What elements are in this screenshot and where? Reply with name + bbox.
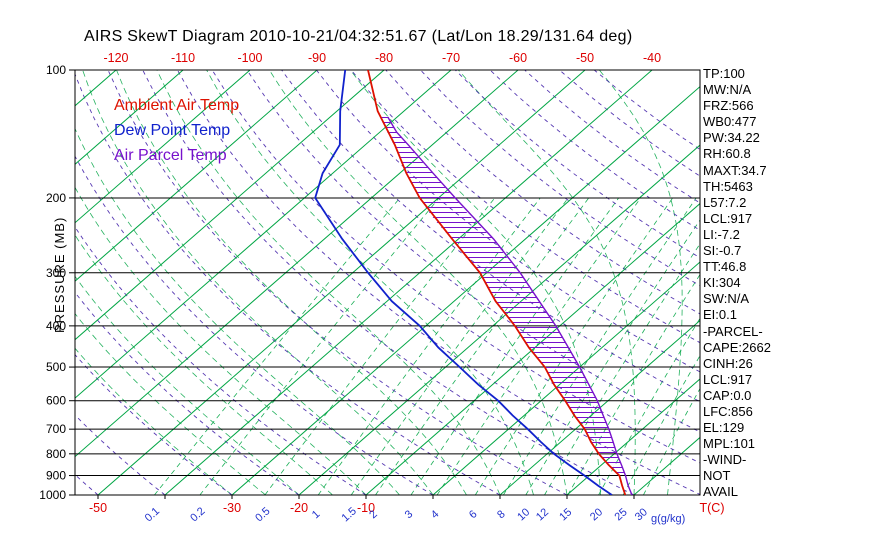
svg-text:8: 8 xyxy=(495,508,508,521)
bottom-axis-labels: -50 -30 -20 -100.1 0.2 0.5 1 1.5 2 3 4 6 8 10 12 15 20 25… xyxy=(89,501,725,525)
index-value: SI:-0.7 xyxy=(703,243,742,259)
svg-text:-120: -120 xyxy=(103,51,128,65)
index-value: TH:5463 xyxy=(703,178,753,194)
svg-text:-90: -90 xyxy=(308,51,326,65)
parcel-curve xyxy=(387,116,633,495)
svg-text:30: 30 xyxy=(633,506,650,523)
svg-text:100: 100 xyxy=(46,63,66,77)
pressure-grid xyxy=(69,69,701,499)
svg-text:500: 500 xyxy=(46,360,66,374)
svg-text:200: 200 xyxy=(46,191,66,205)
svg-text:-70: -70 xyxy=(442,51,460,65)
chart-title: AIRS SkewT Diagram 2010-10-21/04:32:51.6… xyxy=(84,28,633,45)
index-value: EL:129 xyxy=(703,420,745,436)
svg-text:10: 10 xyxy=(515,506,532,523)
index-value: LI:-7.2 xyxy=(703,226,740,242)
index-value: -PARCEL- xyxy=(703,323,763,339)
svg-text:800: 800 xyxy=(46,447,66,461)
index-value: CAP:0.0 xyxy=(703,387,752,403)
svg-text:-10: -10 xyxy=(357,501,375,515)
svg-text:1000: 1000 xyxy=(39,488,66,502)
svg-text:0.2: 0.2 xyxy=(188,505,207,524)
profile-curves xyxy=(314,70,633,495)
index-value: NOT xyxy=(703,468,731,484)
index-value: EI:0.1 xyxy=(703,307,737,323)
svg-text:600: 600 xyxy=(46,394,66,408)
index-value: SW:N/A xyxy=(703,291,749,307)
index-value: L57:7.2 xyxy=(703,194,747,210)
legend-dew-point-temp: Dew Point Temp xyxy=(114,122,231,139)
index-value: CAPE:2662 xyxy=(703,339,771,355)
pressure-axis-title: PRESSURE (MB) xyxy=(52,216,67,333)
svg-text:3: 3 xyxy=(403,508,416,521)
legend-ambient-air-temp: Ambient Air Temp xyxy=(114,97,240,114)
dewpoint-curve xyxy=(314,70,613,495)
moist-adiabat-lines xyxy=(75,70,683,495)
index-value: LCL:917 xyxy=(703,371,753,387)
index-value: WB0:477 xyxy=(703,114,757,130)
svg-text:-80: -80 xyxy=(375,51,393,65)
svg-text:1: 1 xyxy=(310,508,323,521)
svg-text:-50: -50 xyxy=(576,51,594,65)
svg-text:T(C): T(C) xyxy=(700,501,725,515)
index-value: MAXT:34.7 xyxy=(703,162,767,178)
svg-text:-50: -50 xyxy=(89,501,107,515)
top-axis-labels: -120 -110 -100 -90 -80 -70 -60 -50 -40 xyxy=(103,51,661,65)
index-value: FRZ:566 xyxy=(703,98,754,114)
svg-text:0.5: 0.5 xyxy=(253,505,272,524)
svg-text:12: 12 xyxy=(534,506,551,523)
index-value: AVAIL xyxy=(703,484,738,500)
index-value: TT:46.8 xyxy=(703,259,747,275)
svg-text:6: 6 xyxy=(467,508,480,521)
cape-hatch-region xyxy=(380,117,626,476)
svg-text:25: 25 xyxy=(613,506,630,523)
svg-text:-20: -20 xyxy=(290,501,308,515)
legend-air-parcel-temp: Air Parcel Temp xyxy=(114,147,227,164)
svg-text:g(g/kg): g(g/kg) xyxy=(651,513,685,525)
indices-panel: TP:100 MW:N/A FRZ:566 WB0:477 PW:34.22 RH:60.… xyxy=(703,66,868,501)
index-value: -WIND- xyxy=(703,452,747,468)
svg-text:400: 400 xyxy=(46,319,66,333)
index-value: MPL:101 xyxy=(703,436,756,452)
svg-text:-40: -40 xyxy=(643,51,661,65)
svg-text:2: 2 xyxy=(367,508,380,521)
svg-text:-60: -60 xyxy=(509,51,527,65)
svg-text:300: 300 xyxy=(46,266,66,280)
svg-text:20: 20 xyxy=(588,506,605,523)
index-value: PW:34.22 xyxy=(703,130,760,146)
svg-text:-100: -100 xyxy=(237,51,262,65)
ambient-temp-curve xyxy=(367,70,627,495)
index-value: KI:304 xyxy=(703,275,741,291)
index-value: RH:60.8 xyxy=(703,146,751,162)
svg-text:15: 15 xyxy=(557,506,574,523)
svg-text:4: 4 xyxy=(429,508,442,521)
index-value: LFC:856 xyxy=(703,403,753,419)
svg-text:900: 900 xyxy=(46,469,66,483)
index-value: CINH:26 xyxy=(703,355,753,371)
index-value: LCL:917 xyxy=(703,210,753,226)
pressure-axis-labels: 100 200 300 400 500 600 700 800 900 1000 xyxy=(39,63,66,502)
svg-text:-110: -110 xyxy=(171,51,195,65)
svg-text:700: 700 xyxy=(46,422,66,436)
index-value: MW:N/A xyxy=(703,82,752,98)
svg-text:0.1: 0.1 xyxy=(143,505,162,524)
svg-text:-30: -30 xyxy=(223,501,241,515)
index-value: TP:100 xyxy=(703,66,745,81)
